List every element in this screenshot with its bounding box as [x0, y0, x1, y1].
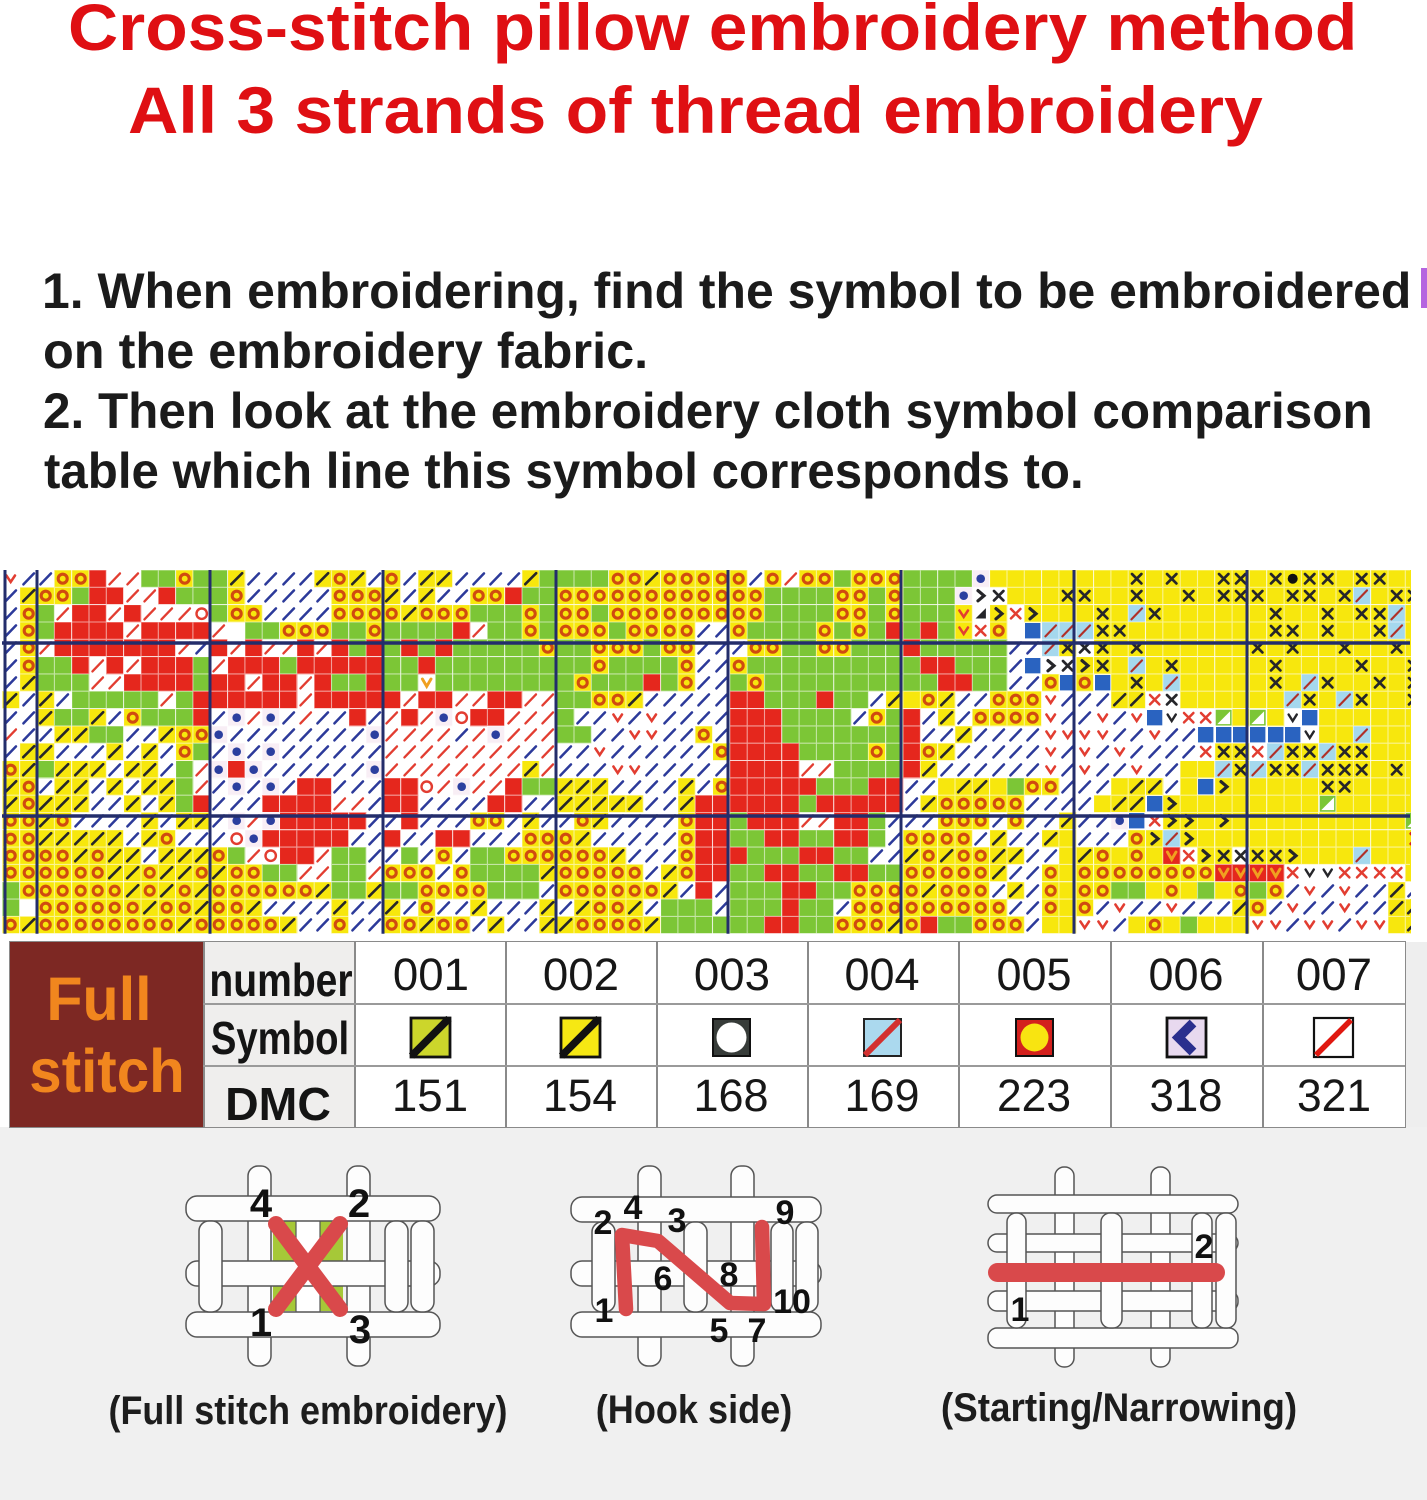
svg-text:8: 8 — [720, 1256, 739, 1294]
svg-text:3: 3 — [668, 1202, 687, 1240]
svg-text:7: 7 — [748, 1312, 767, 1350]
svg-text:2: 2 — [348, 1182, 370, 1226]
svg-text:3: 3 — [349, 1308, 371, 1352]
svg-text:9: 9 — [776, 1194, 795, 1232]
svg-text:10: 10 — [773, 1283, 811, 1321]
svg-text:2: 2 — [594, 1204, 613, 1242]
svg-text:1: 1 — [1011, 1291, 1030, 1329]
svg-text:1: 1 — [250, 1301, 272, 1345]
svg-text:5: 5 — [710, 1312, 729, 1350]
svg-text:4: 4 — [624, 1189, 643, 1227]
svg-text:1: 1 — [595, 1292, 614, 1330]
svg-text:2: 2 — [1195, 1228, 1214, 1266]
svg-text:6: 6 — [654, 1260, 673, 1298]
svg-text:4: 4 — [250, 1182, 273, 1226]
